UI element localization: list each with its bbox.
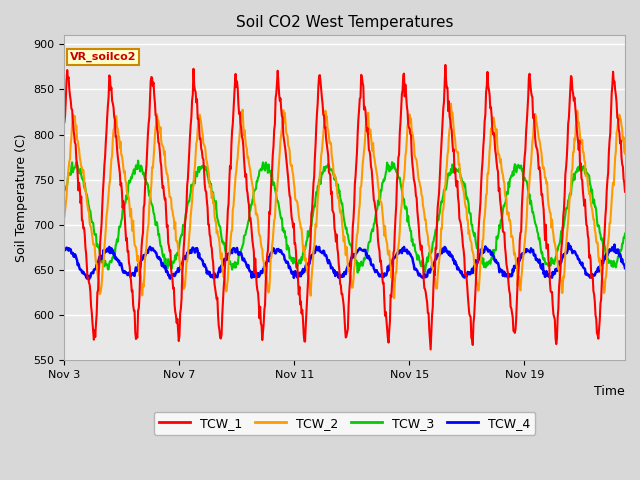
TCW_4 [387,263,394,269]
TCW_2 [447,101,455,107]
TCW_1 [401,94,408,99]
TCW_4 [564,240,572,246]
TCW_1 [545,258,552,264]
TCW_3 [61,188,68,193]
Legend: TCW_1, TCW_2, TCW_3, TCW_4: TCW_1, TCW_2, TCW_3, TCW_4 [154,412,536,435]
TCW_4 [61,247,68,252]
TCW_3 [487,258,495,264]
TCW_4 [85,276,93,282]
TCW_4 [95,254,103,260]
TCW_2 [390,295,398,301]
TCW_3 [419,259,427,264]
Line: TCW_2: TCW_2 [65,104,625,298]
TCW_4 [486,248,494,254]
TCW_4 [419,275,426,280]
Line: TCW_4: TCW_4 [65,243,625,279]
TCW_1 [95,268,102,274]
TCW_1 [487,104,495,110]
TCW_3 [354,270,362,276]
TCW_2 [386,258,394,264]
TCW_4 [544,271,552,276]
X-axis label: Time: Time [595,385,625,398]
TCW_2 [95,277,102,283]
TCW_1 [61,120,68,125]
TCW_1 [386,318,394,324]
TCW_3 [134,158,142,164]
Title: Soil CO2 West Temperatures: Soil CO2 West Temperatures [236,15,454,30]
Text: VR_soilco2: VR_soilco2 [70,51,136,62]
TCW_2 [545,202,552,207]
TCW_3 [621,231,629,237]
TCW_1 [621,189,629,194]
TCW_2 [61,214,68,219]
TCW_4 [621,265,629,271]
TCW_3 [387,167,395,172]
TCW_2 [401,153,409,159]
Line: TCW_3: TCW_3 [65,161,625,273]
TCW_2 [419,193,426,199]
TCW_4 [401,248,409,254]
TCW_3 [95,244,102,250]
TCW_1 [418,243,426,249]
Y-axis label: Soil Temperature (C): Soil Temperature (C) [15,133,28,262]
TCW_1 [427,347,435,352]
TCW_2 [621,151,629,156]
TCW_3 [403,204,410,210]
TCW_2 [487,126,495,132]
TCW_1 [442,62,449,68]
Line: TCW_1: TCW_1 [65,65,625,349]
TCW_3 [545,263,552,269]
